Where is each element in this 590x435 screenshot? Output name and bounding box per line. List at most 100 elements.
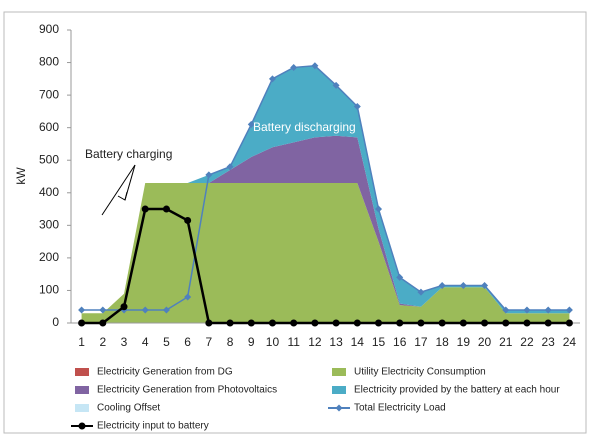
marker [544,319,552,327]
x-tick-label: 9 [248,335,255,349]
legend-swatch [75,404,89,412]
x-tick-label: 16 [393,335,407,349]
y-axis-label: kW [14,167,28,185]
marker [99,306,107,314]
marker [99,319,107,327]
y-tick-label: 200 [39,250,59,264]
legend-label: Electricity provided by the battery at e… [354,385,560,396]
x-tick-label: 21 [499,335,513,349]
legend-marker [335,404,343,412]
marker [290,319,298,327]
marker [141,205,149,213]
marker [565,306,573,314]
marker [396,273,404,281]
annotation-arrowhead [117,191,128,201]
x-tick-label: 11 [287,335,300,349]
marker [332,319,340,327]
marker [268,319,276,327]
marker [502,306,510,314]
marker [141,306,149,314]
x-tick-label: 17 [414,335,428,349]
marker [184,216,192,224]
marker [184,293,192,301]
x-tick-label: 8 [227,335,234,349]
y-tick-label: 900 [39,22,59,36]
marker [459,282,467,290]
marker [78,319,86,327]
marker [481,319,489,327]
x-tick-label: 5 [163,335,170,349]
marker [544,306,552,314]
marker [565,319,573,327]
marker [162,205,170,213]
x-tick-label: 24 [563,335,577,349]
legend-label: Cooling Offset [97,403,160,414]
x-tick-label: 7 [206,335,213,349]
marker [226,163,234,171]
x-tick-label: 15 [372,335,386,349]
marker [353,319,361,327]
legend-label: Utility Electricity Consumption [354,367,486,378]
marker [78,306,86,314]
marker [226,319,234,327]
x-tick-label: 20 [478,335,492,349]
x-tick-label: 14 [351,335,365,349]
marker [120,303,128,311]
legend-marker [78,422,86,430]
legend-swatch [332,368,346,376]
legend-label: Total Electricity Load [354,403,446,414]
legend-label: Electricity input to battery [97,421,209,432]
legend-label: Electricity Generation from Photovoltaic… [97,385,277,396]
x-tick-label: 4 [142,335,149,349]
x-tick-label: 2 [99,335,106,349]
marker [311,62,319,70]
line [81,207,570,325]
annotation: Battery discharging [253,120,356,134]
y-tick-label: 0 [52,315,59,329]
marker [502,319,510,327]
legend-label: Electricity Generation from DG [97,367,233,378]
x-tick-label: 10 [266,335,280,349]
marker [481,282,489,290]
y-tick-label: 800 [39,55,59,69]
y-tick-label: 600 [39,120,59,134]
area [81,65,570,314]
marker [268,75,276,83]
marker [205,319,213,327]
marker [523,306,531,314]
marker [417,288,425,296]
marker [438,319,446,327]
marker [290,63,298,71]
marker [375,205,383,213]
marker [417,319,425,327]
marker [205,171,213,179]
x-tick-label: 3 [121,335,128,349]
y-tick-label: 100 [39,283,59,297]
marker [375,319,383,327]
x-tick-label: 22 [520,335,534,349]
marker [247,120,255,128]
line [81,65,570,311]
y-tick-label: 400 [39,185,59,199]
x-tick-label: 12 [308,335,322,349]
annotation: Battery charging [85,147,172,161]
marker [332,81,340,89]
annotation-arrow [101,164,136,216]
marker [523,319,531,327]
y-tick-label: 500 [39,152,59,166]
legend-swatch [75,386,89,394]
y-tick-label: 700 [39,87,59,101]
x-tick-label: 19 [457,335,471,349]
marker [353,103,361,111]
x-tick-label: 13 [329,335,343,349]
marker [311,319,319,327]
x-tick-label: 6 [184,335,191,349]
x-tick-label: 23 [542,335,556,349]
marker [459,319,467,327]
marker [438,282,446,290]
x-tick-label: 1 [78,335,85,349]
legend-swatch [75,368,89,376]
legend-swatch [332,386,346,394]
marker [396,319,404,327]
